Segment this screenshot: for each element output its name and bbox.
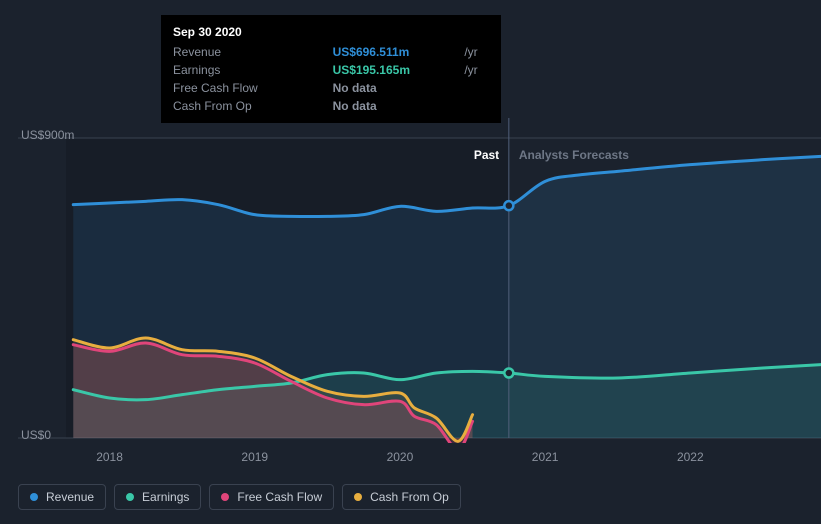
tooltip-row: EarningsUS$195.165m/yr	[173, 61, 489, 79]
tooltip-row: RevenueUS$696.511m/yr	[173, 43, 489, 61]
forecast-label: Analysts Forecasts	[519, 148, 629, 162]
legend-item-earnings[interactable]: Earnings	[114, 484, 201, 510]
x-tick: 2019	[241, 450, 268, 464]
legend-dot-icon	[30, 493, 38, 501]
y-tick-max: US$900m	[21, 128, 74, 142]
tooltip-row: Free Cash FlowNo data	[173, 79, 489, 97]
financials-chart: US$900m US$0 Past Analysts Forecasts 201…	[18, 0, 811, 524]
legend-dot-icon	[354, 493, 362, 501]
legend: Revenue Earnings Free Cash Flow Cash From O…	[18, 484, 461, 510]
legend-item-revenue[interactable]: Revenue	[18, 484, 106, 510]
legend-dot-icon	[221, 493, 229, 501]
x-tick: 2020	[387, 450, 414, 464]
x-tick: 2021	[532, 450, 559, 464]
tooltip-row: Cash From OpNo data	[173, 97, 489, 115]
y-tick-min: US$0	[21, 428, 51, 442]
hover-tooltip: Sep 30 2020 RevenueUS$696.511m/yrEarning…	[161, 15, 501, 123]
x-tick: 2022	[677, 450, 704, 464]
tooltip-table: RevenueUS$696.511m/yrEarningsUS$195.165m…	[173, 43, 489, 115]
legend-label: Revenue	[46, 490, 94, 504]
legend-label: Cash From Op	[370, 490, 449, 504]
legend-dot-icon	[126, 493, 134, 501]
x-tick: 2018	[96, 450, 123, 464]
tooltip-title: Sep 30 2020	[173, 23, 489, 41]
legend-item-cashop[interactable]: Cash From Op	[342, 484, 461, 510]
legend-item-freecf[interactable]: Free Cash Flow	[209, 484, 334, 510]
legend-label: Free Cash Flow	[237, 490, 322, 504]
legend-label: Earnings	[142, 490, 189, 504]
past-label: Past	[474, 148, 499, 162]
